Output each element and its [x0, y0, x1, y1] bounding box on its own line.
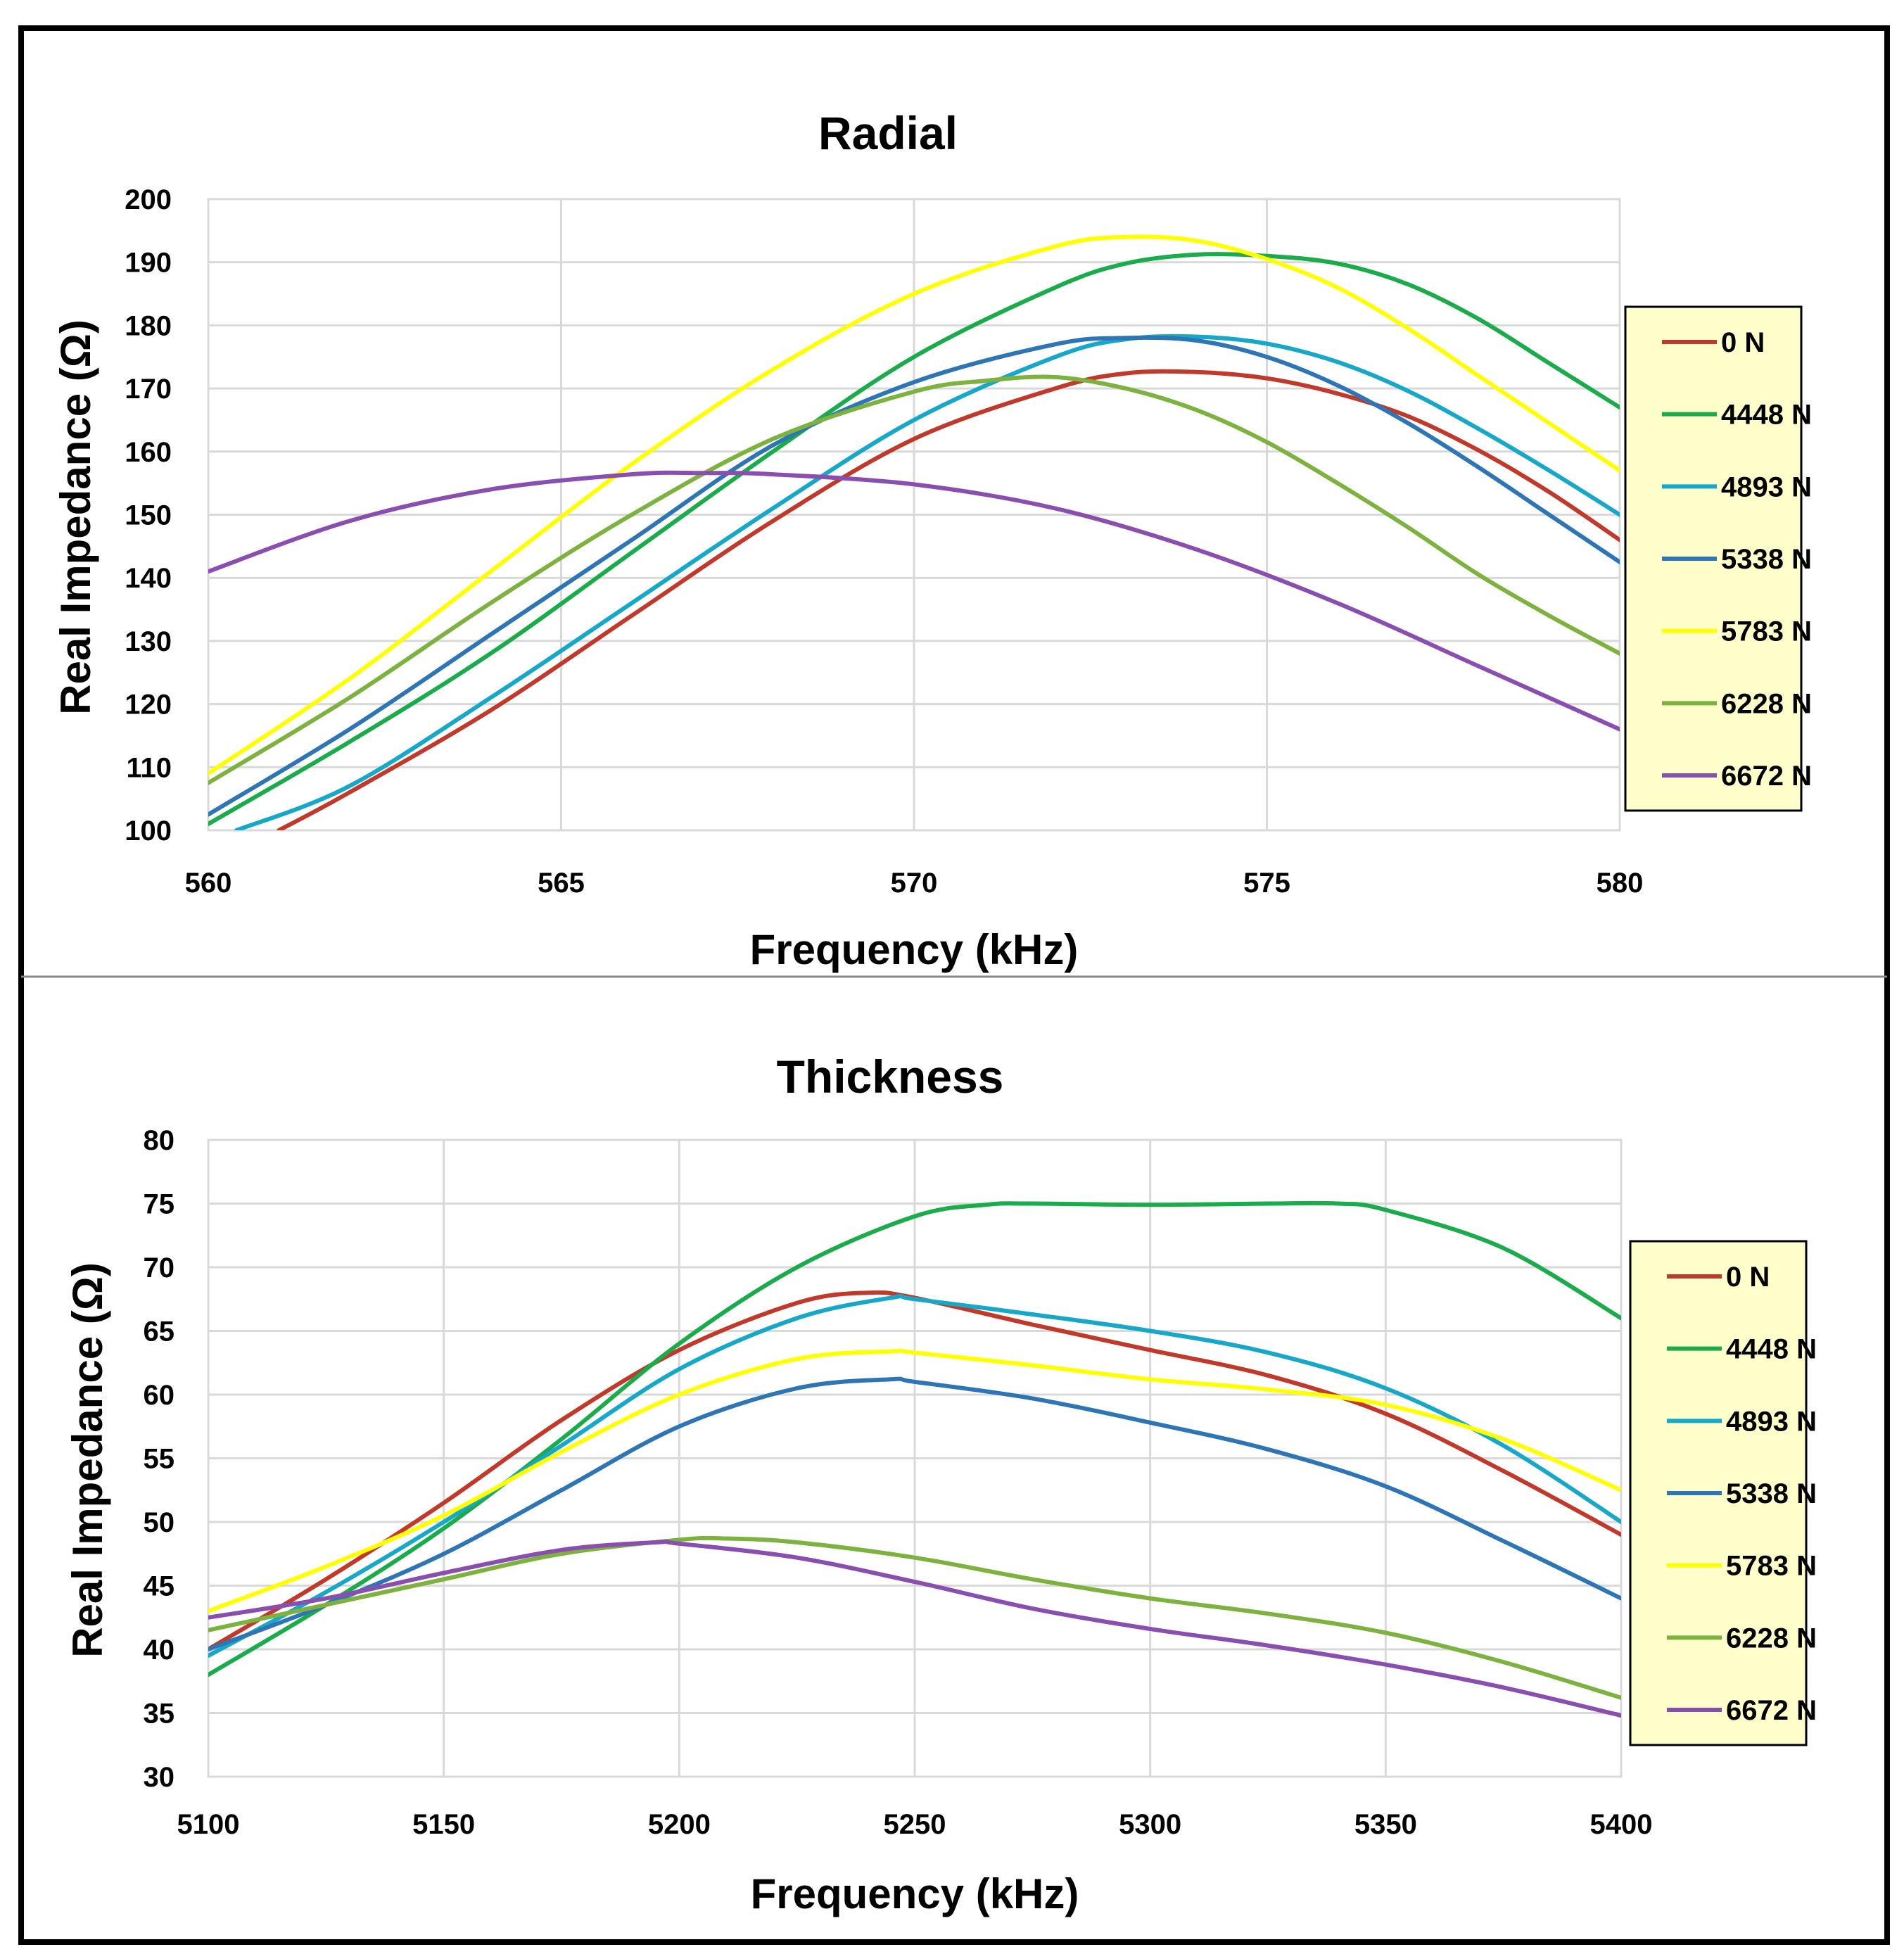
- series-line-4448-n: [208, 252, 1620, 826]
- series-line-5783-n: [208, 234, 1620, 776]
- chart-title: Radial: [818, 107, 958, 159]
- legend-label-4893-n: 4893 N: [1726, 1406, 1817, 1437]
- y-tick-label: 45: [144, 1571, 175, 1602]
- series-line-6672-n: [208, 470, 1620, 732]
- x-axis-label: Frequency (kHz): [750, 926, 1079, 973]
- legend: 0 N 4448 N 4893 N 5338 N 5783 N 6228 N 6672 N: [1629, 1240, 1817, 1746]
- series-line-5338-n: [208, 1376, 1621, 1651]
- x-tick-label: 565: [538, 868, 585, 899]
- series-line-4893-n: [234, 334, 1620, 830]
- x-tick-label: 575: [1243, 868, 1290, 899]
- series-line-0-n: [208, 1290, 1621, 1651]
- y-tick-label: 180: [125, 310, 172, 341]
- y-axis-label: Real Impedance (Ω): [52, 319, 99, 715]
- x-axis-label: Frequency (kHz): [751, 1870, 1079, 1917]
- series-line-6672-n: [208, 1539, 1621, 1718]
- x-tick-label: 5200: [648, 1809, 711, 1840]
- y-tick-label: 75: [144, 1189, 175, 1220]
- y-axis-label: Real Impedance (Ω): [64, 1262, 111, 1658]
- legend-label-4893-n: 4893 N: [1721, 471, 1812, 502]
- series-line-5338-n: [208, 335, 1620, 817]
- legend-label-6672-n: 6672 N: [1721, 761, 1812, 792]
- y-tick-label: 40: [144, 1635, 175, 1666]
- legend-label-0-n: 0 N: [1721, 327, 1765, 358]
- x-tick-label: 5400: [1590, 1809, 1653, 1840]
- y-tick-label: 55: [144, 1444, 175, 1475]
- x-tick-label: 580: [1597, 868, 1644, 899]
- x-tick-label: 560: [185, 868, 232, 899]
- y-tick-label: 100: [125, 816, 172, 846]
- series-line-5783-n: [208, 1348, 1621, 1613]
- y-tick-label: 120: [125, 690, 172, 721]
- x-tick-label: 5350: [1354, 1809, 1417, 1840]
- y-tick-label: 110: [126, 752, 172, 783]
- thickness-chart-panel: Thickness 5100 5150 5200 5250 5300 5350 5400 30…: [64, 1051, 1817, 1917]
- series-line-0-n: [277, 369, 1620, 830]
- y-tick-label: 50: [144, 1507, 175, 1538]
- x-tick-label: 5100: [177, 1809, 240, 1840]
- y-tick-label: 170: [125, 374, 172, 405]
- radial-chart-panel: Radial 560 565 570 575 580 100 110 120 130 140 150…: [52, 107, 1812, 973]
- x-tick-label: 5300: [1119, 1809, 1181, 1840]
- legend-label-5338-n: 5338 N: [1726, 1478, 1817, 1509]
- figure-frame: [18, 25, 1890, 1945]
- legend-label-4448-n: 4448 N: [1721, 400, 1812, 431]
- x-tick-label: 5250: [884, 1809, 946, 1840]
- legend-label-5783-n: 5783 N: [1721, 616, 1812, 647]
- y-tick-label: 150: [125, 500, 172, 531]
- y-tick-label: 35: [144, 1699, 175, 1730]
- legend-label-5338-n: 5338 N: [1721, 544, 1812, 575]
- x-tick-label: 5150: [412, 1809, 475, 1840]
- x-tick-label: 570: [891, 868, 938, 899]
- series-line-4448-n: [208, 1200, 1621, 1677]
- plot-area-border: [207, 1138, 1623, 1778]
- y-tick-label: 140: [125, 563, 172, 594]
- y-tick-label: 30: [144, 1762, 175, 1793]
- legend-label-5783-n: 5783 N: [1726, 1551, 1817, 1582]
- legend-label-4448-n: 4448 N: [1726, 1334, 1817, 1365]
- y-tick-label: 70: [144, 1252, 175, 1283]
- y-tick-label: 65: [144, 1317, 175, 1347]
- chart-title: Thickness: [777, 1051, 1004, 1103]
- y-tick-label: 200: [125, 184, 172, 215]
- y-tick-label: 130: [125, 626, 172, 657]
- legend-label-6228-n: 6228 N: [1726, 1623, 1817, 1654]
- legend: 0 N 4448 N 4893 N 5338 N 5783 N 6228 N 6672 N: [1624, 305, 1812, 812]
- series-line-6228-n: [208, 374, 1620, 785]
- y-tick-label: 190: [125, 248, 172, 279]
- legend-label-0-n: 0 N: [1726, 1262, 1770, 1293]
- legend-label-6672-n: 6672 N: [1726, 1695, 1817, 1726]
- legend-label-6228-n: 6228 N: [1721, 688, 1812, 719]
- y-tick-label: 160: [125, 437, 172, 468]
- y-tick-label: 60: [144, 1380, 175, 1411]
- series-line-6228-n: [208, 1535, 1621, 1700]
- series-line-4893-n: [208, 1293, 1621, 1658]
- y-tick-label: 80: [144, 1125, 175, 1156]
